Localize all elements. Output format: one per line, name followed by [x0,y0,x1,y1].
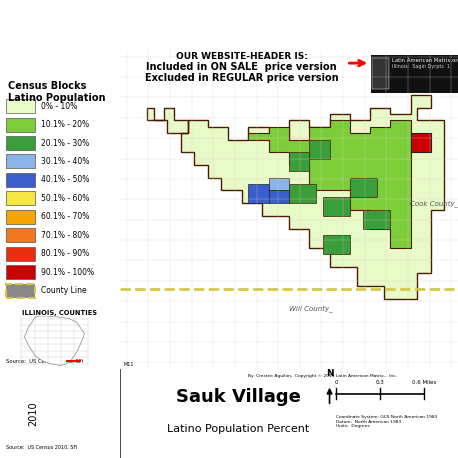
Polygon shape [289,184,316,203]
Polygon shape [323,235,350,254]
Bar [6,118,35,131]
Text: 90.1% - 100%: 90.1% - 100% [41,268,94,277]
Text: 30.1% - 40%: 30.1% - 40% [41,157,89,166]
Text: Latin American Matrix.org: Latin American Matrix.org [392,58,458,63]
Polygon shape [147,95,444,299]
Text: Pop:   10,506 ( 11.1 % Latino): Pop: 10,506 ( 11.1 % Latino) [14,65,106,70]
Bar [6,173,35,187]
Polygon shape [350,178,377,197]
FancyBboxPatch shape [6,284,35,298]
Text: 0.3: 0.3 [376,380,385,385]
Polygon shape [269,191,289,203]
Text: 60.1% - 70%: 60.1% - 70% [41,213,89,221]
Text: Latino Population Percent: Latino Population Percent [167,425,310,435]
Text: Illinois:  Sagin Dyrpts  1: Illinois: Sagin Dyrpts 1 [392,64,450,69]
Text: N: N [326,369,333,377]
Text: 0% - 10%: 0% - 10% [41,102,77,110]
Text: County Line: County Line [41,286,87,295]
Text: By: Crestee Aguilon,  Copyright © 2013 Latin American Matrix.,  Inc.: By: Crestee Aguilon, Copyright © 2013 La… [248,374,397,378]
Text: Coordinate System: GCS North American 1983
Datum:  North American 1983
Units:  D: Coordinate System: GCS North American 19… [336,415,438,428]
Text: Sauk Village: Sauk Village [176,388,301,406]
Text: Source:  US Census 2010, SFi: Source: US Census 2010, SFi [6,445,77,450]
Text: 10.1% - 20%: 10.1% - 20% [41,120,89,129]
Bar [6,154,35,169]
Text: 80.1% - 90%: 80.1% - 90% [41,249,89,258]
Polygon shape [309,140,330,158]
Text: Source:  US Census 2010, SFi: Source: US Census 2010, SFi [6,359,83,364]
Polygon shape [269,178,289,191]
Text: 20.1% - 30%: 20.1% - 30% [41,138,89,147]
Text: M11: M11 [123,362,134,367]
Bar [6,247,35,261]
Text: Will County_: Will County_ [289,305,333,311]
Polygon shape [289,152,309,171]
Polygon shape [363,209,390,229]
Bar [6,229,35,242]
Text: 2010: 2010 [28,401,38,425]
Bar [6,191,35,205]
Polygon shape [323,197,350,216]
Bar [372,58,389,88]
Polygon shape [411,133,431,152]
Text: Cook County_: Cook County_ [410,200,458,207]
Text: 0: 0 [334,380,338,385]
Bar [6,136,35,150]
Bar [6,99,35,113]
Text: 0.6 Miles: 0.6 Miles [412,380,436,385]
Text: Excluded in REGULAR price version: Excluded in REGULAR price version [145,73,338,82]
Text: 40.1% - 50%: 40.1% - 50% [41,175,89,185]
Polygon shape [248,184,269,203]
Text: 70.1% - 80%: 70.1% - 80% [41,231,89,240]
Bar [6,210,35,224]
Polygon shape [248,120,411,248]
Text: Census Blocks: Census Blocks [8,81,87,91]
Bar [6,265,35,279]
Bar [370,54,458,93]
Text: 50.1% - 60%: 50.1% - 60% [41,194,89,203]
Bar [120,50,458,120]
Text: ILLINOIS, COUNTIES: ILLINOIS, COUNTIES [22,310,98,316]
Text: Latino Population: Latino Population [8,93,106,104]
Text: Included in ON SALE  price version: Included in ON SALE price version [147,61,337,71]
Text: Sauk Village: Sauk Village [23,55,97,65]
Text: OUR WEBSITE-HEADER IS:: OUR WEBSITE-HEADER IS: [176,52,308,61]
Polygon shape [25,316,84,365]
